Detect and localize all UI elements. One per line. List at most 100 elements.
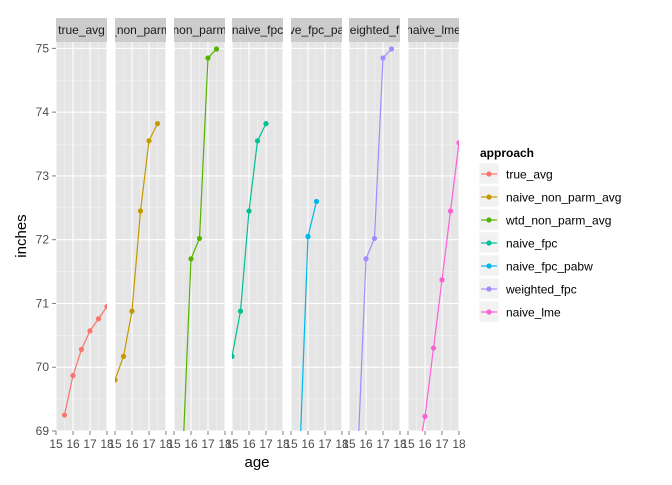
data-point-wtd_non_parm_avg [196, 235, 203, 242]
data-point-wtd_non_parm_avg [180, 460, 185, 465]
data-point-naive_non_parm_avg [146, 138, 152, 144]
x-tick-label: 18 [335, 437, 349, 451]
x-tick-label: 18 [100, 437, 114, 451]
data-point-naive_fpc [237, 308, 244, 314]
x-tick-label: 15 [342, 437, 356, 451]
legend-label-weighted_fpc: weighted_fpc [505, 283, 577, 297]
data-point-naive_fpc_pabw [305, 233, 311, 240]
y-tick-label: 72 [36, 233, 50, 247]
y-axis-title: inches [13, 214, 30, 257]
data-point-weighted_fpc [371, 235, 378, 242]
x-tick-label: 15 [167, 437, 181, 451]
y-tick-label: 73 [36, 169, 50, 183]
facet-strip-label-6: naive_lme [406, 23, 461, 37]
legend-key-point-weighted_fpc [486, 286, 492, 292]
facet-strip-1 [115, 18, 166, 42]
legend-key-point-true_avg [486, 171, 492, 177]
x-tick-label: 17 [435, 437, 449, 451]
data-point-naive_non_parm_avg [120, 353, 127, 359]
series-line-naive_non_parm_avg [115, 123, 159, 381]
x-tick-label: 17 [259, 437, 273, 451]
legend-key-point-naive_lme [486, 309, 492, 315]
data-point-naive_non_parm_avg [137, 208, 144, 214]
x-tick-label: 17 [318, 437, 332, 451]
x-tick-label: 16 [301, 437, 315, 451]
legend-key-point-naive_non_parm_avg [486, 194, 492, 200]
data-point-naive_fpc_pabw [313, 198, 320, 205]
facet-strip-6 [408, 18, 459, 42]
x-tick-label: 15 [49, 437, 63, 451]
legend-key-point-naive_fpc_pabw [486, 263, 492, 269]
facet-strip-label-0: true_avg [58, 23, 105, 37]
data-point-naive_lme [439, 277, 445, 283]
data-point-weighted_fpc [355, 460, 360, 465]
data-point-naive_fpc [246, 208, 252, 214]
x-tick-label: 16 [418, 437, 432, 451]
x-tick-label: 18 [218, 437, 232, 451]
x-tick-label: 18 [159, 437, 173, 451]
x-tick-label: 18 [452, 437, 466, 451]
x-tick-label: 15 [225, 437, 239, 451]
series-group-true_avg [61, 304, 107, 418]
series-group-naive_lme [414, 140, 459, 465]
x-tick-label: 16 [359, 437, 373, 451]
x-tick-label: 16 [125, 437, 139, 451]
data-point-true_avg [87, 328, 93, 334]
data-point-true_avg [78, 346, 85, 352]
data-point-weighted_fpc [363, 256, 369, 262]
legend-label-naive_lme: naive_lme [506, 306, 561, 320]
x-tick-label: 17 [142, 437, 156, 451]
x-tick-label: 16 [242, 437, 256, 451]
legend-label-naive_fpc_pabw: naive_fpc_pabw [506, 260, 593, 274]
data-point-naive_fpc_pabw [297, 460, 302, 465]
legend-label-naive_non_parm_avg: naive_non_parm_avg [506, 191, 621, 205]
facet-strip-label-3: naive_fpc [232, 23, 283, 37]
data-point-naive_lme [414, 460, 419, 465]
series-group-naive_fpc [232, 121, 269, 359]
data-point-weighted_fpc [388, 46, 395, 52]
data-point-naive_non_parm_avg [129, 308, 135, 314]
legend-label-naive_fpc: naive_fpc [506, 237, 557, 251]
legend-label-wtd_non_parm_avg: wtd_non_parm_avg [505, 214, 611, 228]
facet-strip-label-4: ve_fpc_pa [289, 23, 345, 37]
data-point-naive_fpc [263, 121, 269, 127]
x-tick-label: 15 [284, 437, 298, 451]
facet-strip-0 [56, 18, 107, 42]
facet-strip-2 [174, 18, 225, 42]
legend-key-point-wtd_non_parm_avg [486, 217, 492, 223]
data-point-true_avg [70, 372, 76, 379]
x-tick-label: 18 [393, 437, 407, 451]
data-point-wtd_non_parm_avg [213, 46, 220, 52]
x-tick-label: 16 [66, 437, 80, 451]
data-point-naive_non_parm_avg [115, 377, 118, 383]
legend-title: approach [480, 146, 534, 160]
data-point-weighted_fpc [380, 55, 386, 61]
data-point-true_avg [104, 304, 107, 310]
data-point-naive_fpc [254, 138, 261, 144]
y-tick-label: 70 [36, 360, 50, 374]
data-point-naive_lme [422, 413, 428, 419]
x-tick-label: 18 [276, 437, 290, 451]
y-tick-label: 71 [36, 296, 50, 310]
series-group-naive_non_parm_avg [115, 121, 161, 383]
y-tick-label: 69 [36, 424, 50, 438]
series-group-wtd_non_parm_avg [180, 46, 220, 465]
facet-strip-5 [349, 18, 400, 42]
facet-strip-4 [291, 18, 342, 42]
x-tick-label: 15 [108, 437, 122, 451]
x-tick-label: 17 [83, 437, 97, 451]
facet-strip-3 [232, 18, 283, 42]
x-axis-title: age [244, 454, 269, 471]
series-group-weighted_fpc [355, 46, 395, 465]
y-tick-label: 74 [36, 105, 50, 119]
data-point-wtd_non_parm_avg [205, 55, 211, 61]
facet-strip-label-2: non_parm [172, 23, 226, 37]
data-point-naive_lme [447, 208, 454, 214]
data-point-true_avg [61, 412, 68, 418]
data-point-naive_lme [456, 140, 459, 146]
x-tick-label: 16 [184, 437, 198, 451]
legend-label-true_avg: true_avg [506, 168, 553, 182]
data-point-wtd_non_parm_avg [188, 256, 194, 262]
